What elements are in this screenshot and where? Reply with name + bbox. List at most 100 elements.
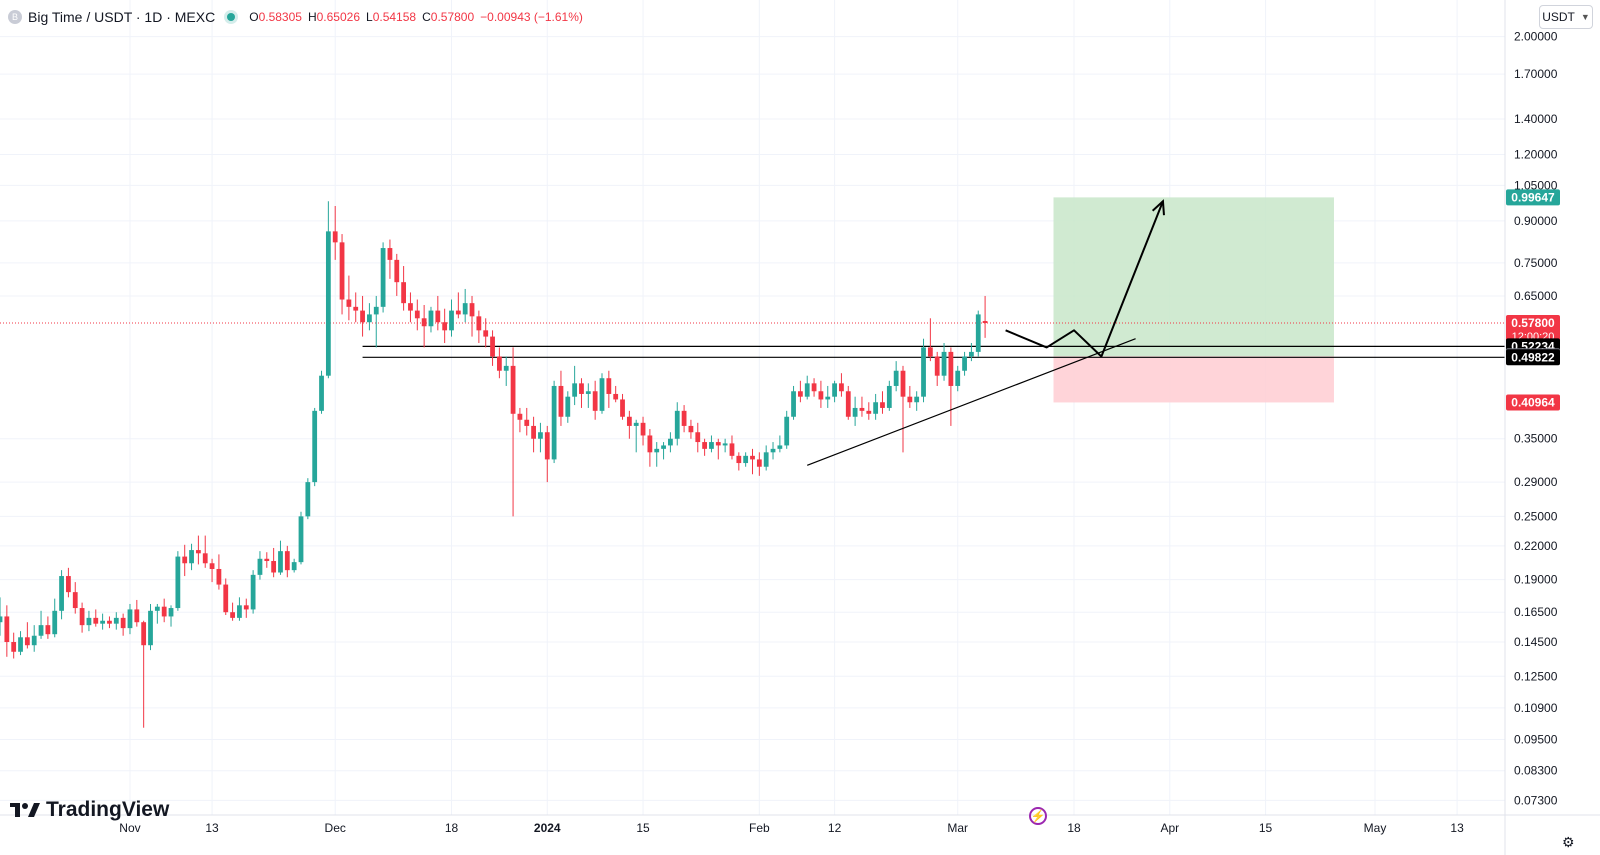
candle-body — [483, 330, 489, 337]
drawings — [807, 199, 1165, 466]
y-tick-label: 0.07300 — [1514, 793, 1558, 807]
candle-body — [360, 310, 365, 323]
candle-body — [59, 576, 64, 611]
candle-body — [237, 605, 242, 618]
candle-body — [620, 399, 625, 417]
candle-body — [544, 432, 550, 460]
y-tick-label: 0.09500 — [1514, 733, 1558, 747]
candle-body — [223, 584, 229, 613]
candle-body — [476, 316, 482, 331]
tradingview-logo-text: TradingView — [46, 798, 170, 821]
candle-body — [674, 410, 680, 439]
candle-body — [859, 407, 865, 411]
candle-body — [312, 410, 318, 483]
candle-body — [18, 637, 23, 652]
candle-body — [743, 455, 749, 464]
candle-body — [435, 310, 441, 323]
currency-label: USDT — [1542, 10, 1575, 24]
candle-body — [93, 617, 99, 624]
candle-body — [661, 445, 666, 449]
candle-body — [387, 248, 393, 260]
candle-body — [168, 608, 174, 617]
ohlc-low: L0.54158 — [366, 10, 417, 24]
x-tick-label: 13 — [1450, 821, 1464, 835]
candle-body — [148, 610, 153, 646]
y-tick-label: 1.70000 — [1514, 67, 1558, 81]
candle-body — [606, 378, 612, 394]
candle-body — [278, 551, 283, 573]
candle-body — [113, 617, 119, 624]
candle-body — [975, 314, 981, 352]
candle-body — [510, 365, 516, 414]
market-status-icon — [227, 13, 236, 21]
candle-body — [182, 556, 188, 564]
candle-body — [490, 336, 495, 357]
candle-body — [394, 259, 400, 283]
candle-body — [154, 606, 160, 611]
candle-body — [599, 378, 605, 411]
candle-body — [647, 435, 653, 453]
symbol-title[interactable]: Big Time / USDT · 1D · MEXC — [28, 9, 216, 25]
candle-body — [756, 459, 762, 467]
candle-body — [24, 637, 30, 646]
candle-body — [531, 425, 536, 439]
lightning-icon[interactable]: ⚡ — [1029, 807, 1047, 825]
candle-body — [4, 616, 10, 643]
candle-body — [408, 303, 413, 311]
candle-body — [804, 383, 810, 397]
candle-body — [428, 310, 434, 327]
x-tick-label: Nov — [119, 821, 140, 835]
candle-body — [845, 391, 851, 417]
candle-body — [209, 563, 215, 569]
y-tick-label: 0.75000 — [1514, 256, 1558, 270]
y-tick-label: 1.05000 — [1514, 178, 1558, 192]
candle-body — [866, 410, 872, 414]
target-zone — [1053, 197, 1334, 357]
candle-body — [195, 550, 201, 554]
candle-body — [750, 455, 755, 460]
candle-body — [934, 356, 940, 376]
candle-body — [319, 375, 324, 411]
candle-body — [681, 410, 687, 426]
candle-body — [257, 558, 263, 575]
candle-body — [216, 568, 222, 585]
candle-body — [284, 551, 290, 571]
x-tick-label: 13 — [205, 821, 219, 835]
candle-body — [873, 402, 879, 414]
chevron-down-icon: ▼ — [1580, 12, 1590, 22]
x-tick-label: 15 — [636, 821, 650, 835]
y-tick-label: 0.08300 — [1514, 764, 1558, 778]
candle-body — [579, 383, 584, 394]
candle-body — [715, 442, 721, 446]
candle-body — [79, 608, 85, 626]
gear-icon[interactable]: ⚙ — [1562, 834, 1575, 850]
x-tick-label: Dec — [325, 821, 346, 835]
candle-body — [346, 299, 352, 307]
candle-body — [120, 617, 126, 629]
price-label-bg — [1506, 394, 1560, 411]
x-tick-label: 12 — [828, 821, 842, 835]
candle-body — [633, 422, 639, 426]
candle-body — [189, 550, 194, 564]
candle-body — [941, 351, 947, 376]
candle-body — [886, 385, 892, 408]
candle-body — [948, 351, 954, 386]
candle-body — [367, 314, 372, 323]
candle-body — [449, 310, 454, 331]
candle-body — [695, 432, 701, 443]
currency-selector[interactable]: USDT ▼ — [1539, 5, 1593, 29]
tradingview-logo[interactable]: TradingView — [10, 798, 169, 822]
y-tick-label: 1.20000 — [1514, 148, 1558, 162]
candle-body — [86, 617, 92, 626]
price-label-bg — [1506, 189, 1560, 206]
x-tick-label: Mar — [947, 821, 968, 835]
y-tick-label: 0.35000 — [1514, 432, 1558, 446]
y-tick-label: 2.00000 — [1514, 30, 1558, 44]
candle-body — [100, 620, 106, 624]
candle-body — [551, 385, 557, 460]
candle-body — [825, 396, 831, 400]
candle-body — [538, 432, 543, 439]
candle-body — [969, 351, 974, 357]
